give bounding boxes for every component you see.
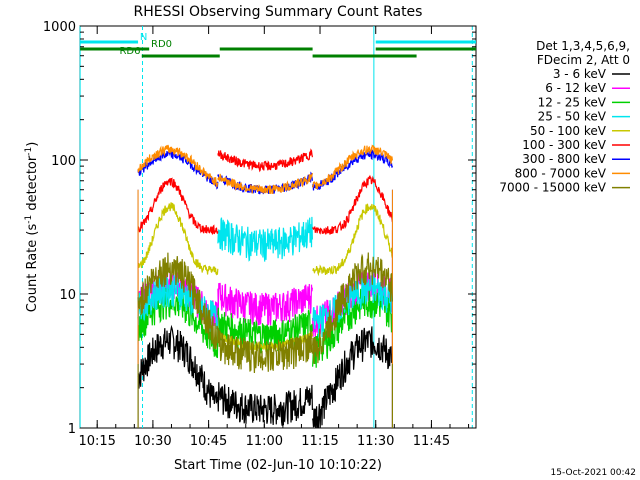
y-tick-label-2: 100 (51, 154, 76, 169)
series-line-8 (137, 252, 393, 374)
x-tick-label-3: 11:00 (246, 434, 283, 449)
legend-label-2: 12 - 25 keV (538, 95, 607, 109)
x-tick-label-6: 11:45 (413, 434, 450, 449)
legend-label-6: 300 - 800 keV (522, 152, 606, 166)
y-tick-label-0: 1 (68, 422, 76, 437)
legend-label-3: 25 - 50 keV (538, 110, 607, 124)
flag-label-RD0: RD0 (151, 39, 172, 50)
x-tick-label-4: 11:15 (301, 434, 338, 449)
flag-label-RD6: RD6 (119, 46, 140, 57)
chart-title: RHESSI Observing Summary Count Rates (134, 4, 423, 20)
timestamp: 15-Oct-2021 00:42 (551, 468, 636, 478)
legend-label-4: 50 - 100 keV (530, 124, 607, 138)
legend-header-line-2: FDecim 2, Att 0 (537, 53, 630, 67)
series-line-0 (137, 324, 393, 429)
legend-label-5: 100 - 300 keV (522, 138, 606, 152)
plot-layer: N RD0 RD6 (79, 26, 476, 429)
x-tick-label-1: 10:30 (134, 434, 171, 449)
legend-label-8: 7000 - 15000 keV (499, 181, 606, 195)
legend-label-7: 800 - 7000 keV (515, 166, 607, 180)
x-tick-label-2: 10:45 (190, 434, 227, 449)
y-tick-label-3: 1000 (43, 20, 76, 35)
series-line-3 (137, 216, 393, 338)
flag-label-N: N (140, 32, 147, 43)
x-tick-label-5: 11:30 (357, 434, 394, 449)
x-axis-label: Start Time (02-Jun-10 10:10:22) (174, 458, 382, 473)
y-tick-label-1: 10 (59, 288, 76, 303)
series-line-5 (137, 148, 393, 236)
axis-layer: 10:15 10:30 10:45 11:00 11:15 11:30 11:45 1 10 10… (43, 20, 476, 449)
legend-label-0: 3 - 6 keV (553, 67, 607, 81)
legend-label-1: 6 - 12 keV (545, 81, 607, 95)
series-line-7 (137, 144, 393, 195)
plot-area (79, 25, 477, 429)
legend-header-line-1: Det 1,3,4,5,6,9, (536, 39, 630, 53)
x-tick-label-0: 10:15 (78, 434, 115, 449)
y-axis-label: Count Rate (s-1 detector-1) (24, 142, 40, 313)
